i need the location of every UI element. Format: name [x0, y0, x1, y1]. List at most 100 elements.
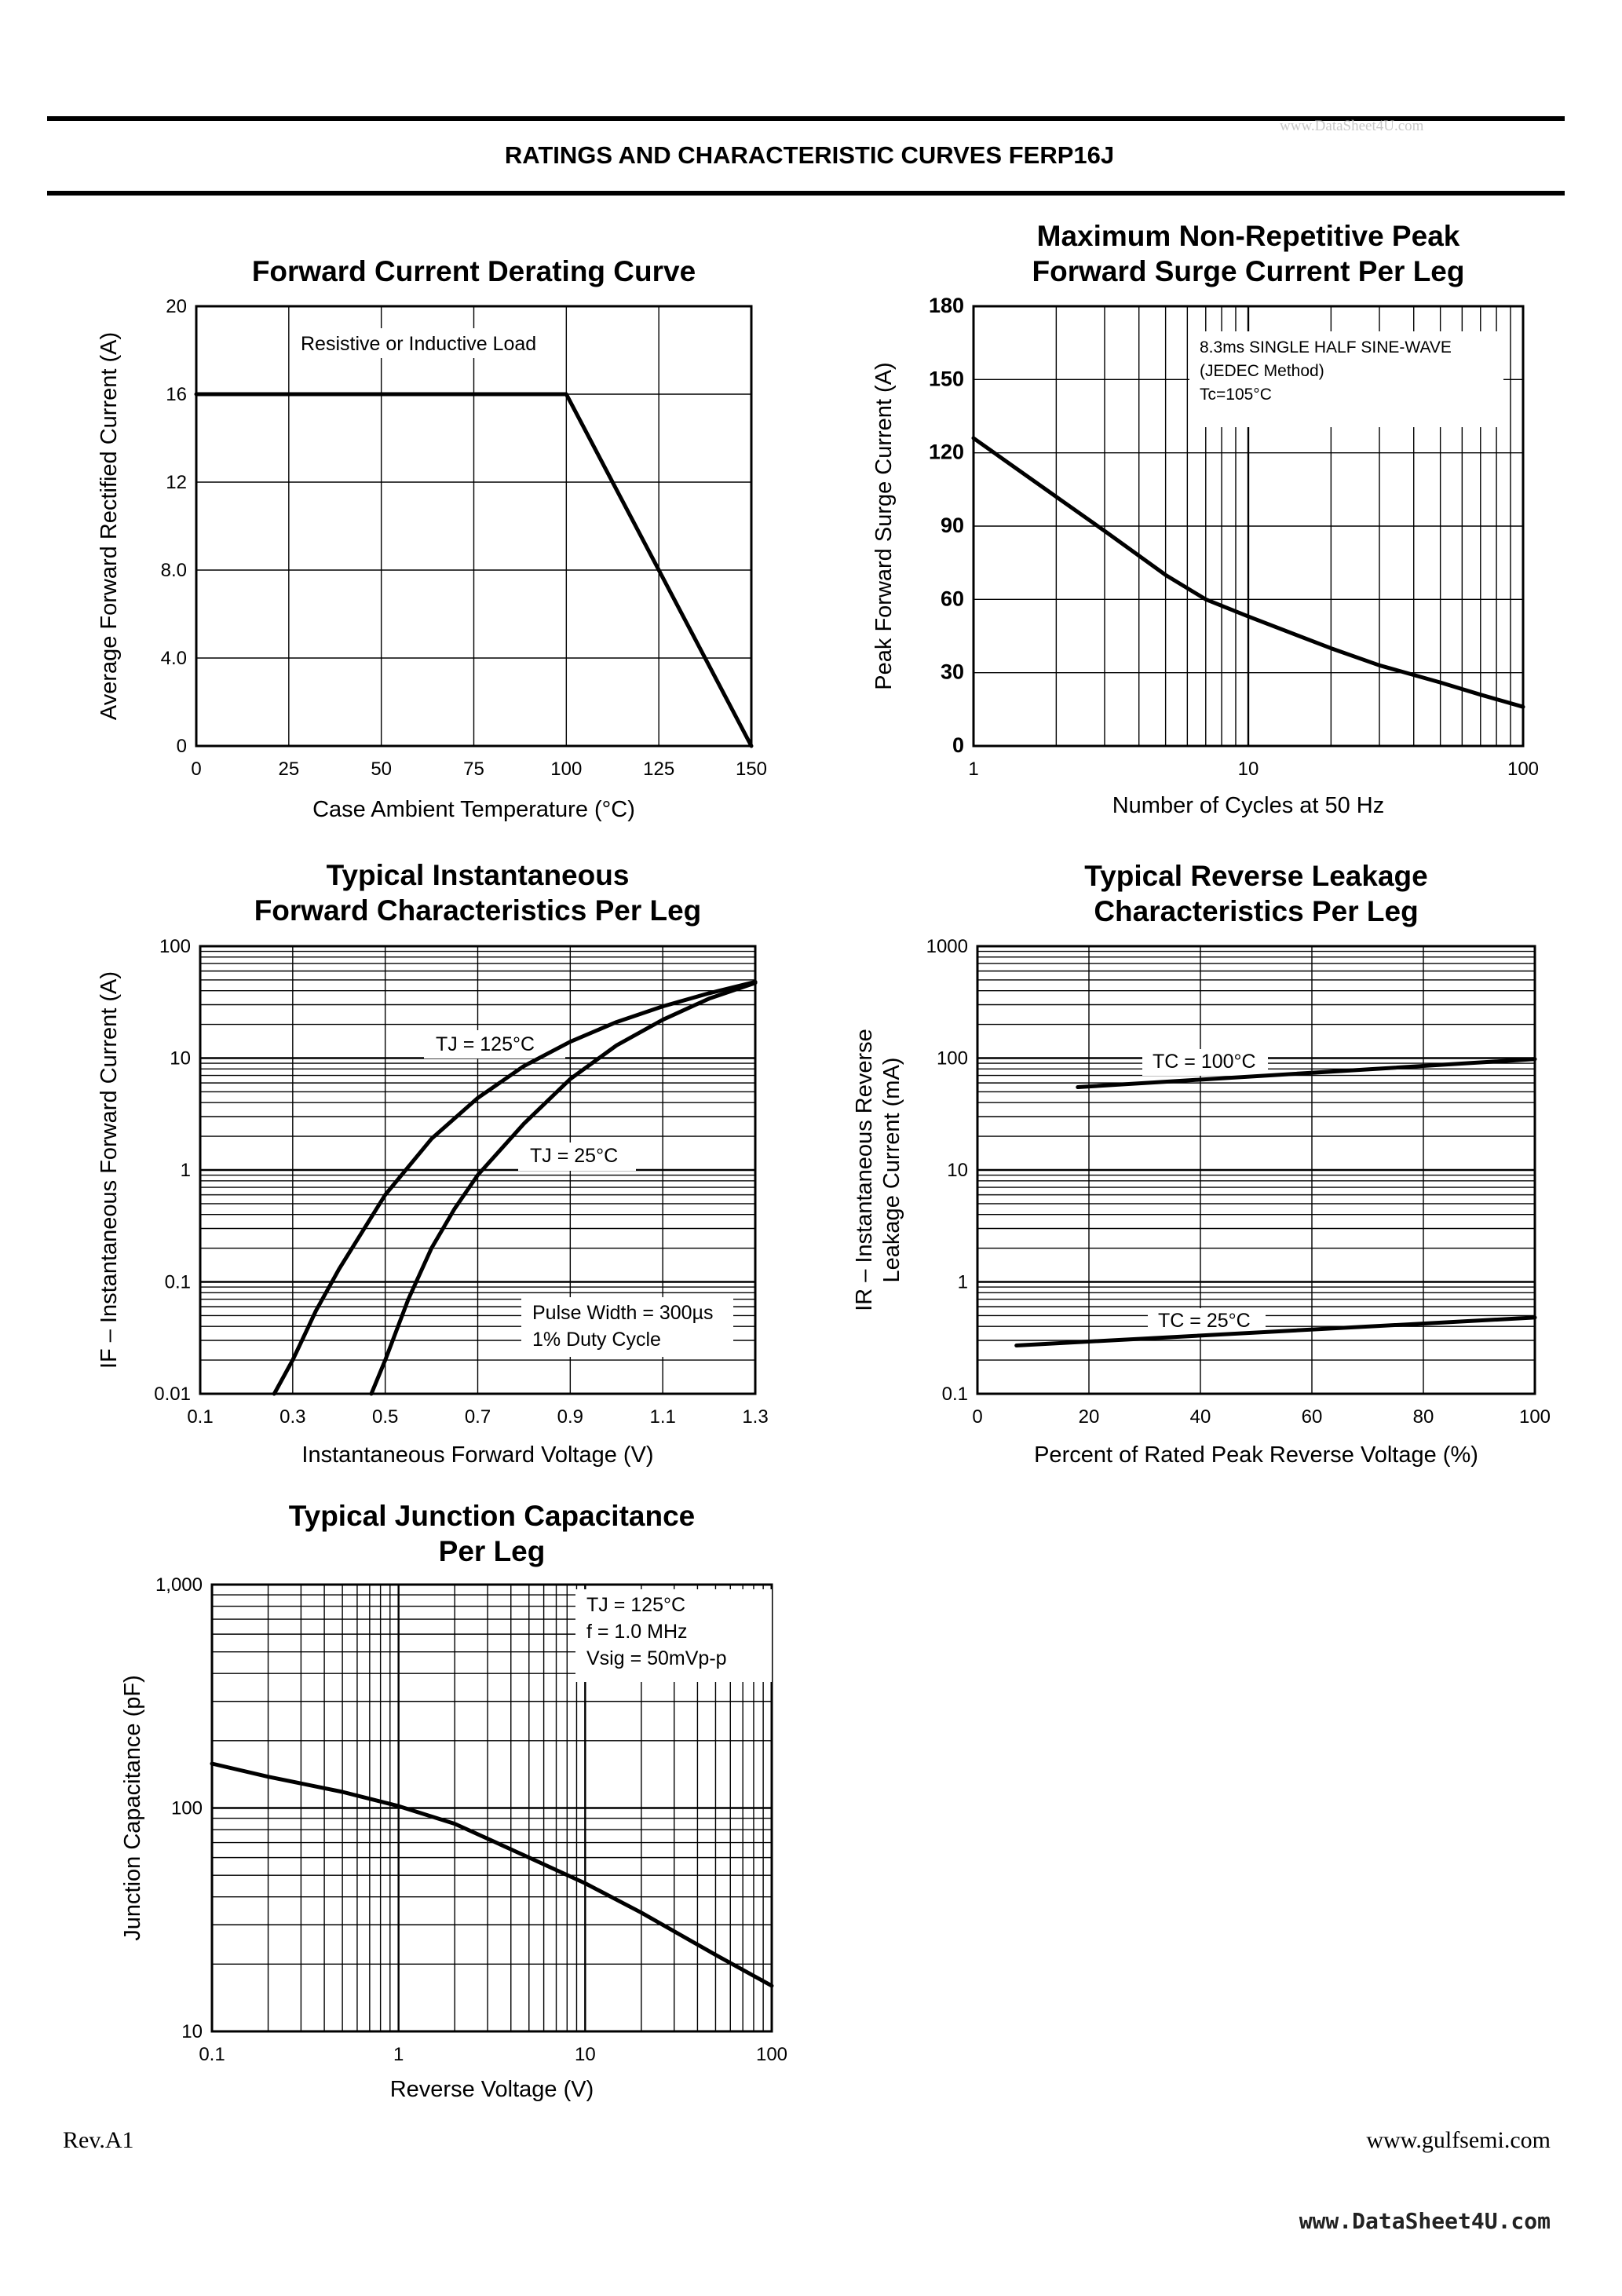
annotation: Tc=105°C — [1200, 386, 1272, 404]
y-tick-label: 1 — [181, 1160, 191, 1181]
x-tick-label: 0.7 — [465, 1406, 491, 1428]
x-tick-label: 25 — [278, 759, 299, 780]
annotation-box — [521, 1297, 733, 1357]
x-tick-label: 40 — [1190, 1406, 1211, 1428]
y-axis-label: IF – Instantaneous Forward Current (A) — [97, 971, 122, 1369]
series-line-1 — [210, 1761, 774, 1988]
chart-title: Typical Junction Capacitance — [289, 1500, 695, 1532]
annotation: 8.3ms SINGLE HALF SINE-WAVE — [1200, 338, 1452, 356]
y-axis-label: Average Forward Rectified Current (A) — [97, 332, 122, 720]
y-tick-label: 1000 — [926, 936, 968, 957]
annotation: Resistive or Inductive Load — [301, 333, 536, 355]
x-tick-label: 100 — [1519, 1406, 1551, 1428]
y-tick-label: 100 — [171, 1798, 203, 1819]
x-tick-label: 100 — [1507, 759, 1539, 780]
y-tick-label: 20 — [166, 296, 187, 317]
annotation-box — [424, 1030, 565, 1058]
x-tick-label: 0.5 — [372, 1406, 398, 1428]
footer-website: www.gulfsemi.com — [1366, 2127, 1551, 2153]
footer-watermark: www.DataSheet4U.com — [1299, 2208, 1551, 2234]
series-line-1 — [1076, 1057, 1537, 1089]
annotation: Pulse Width = 300µs — [532, 1302, 714, 1324]
x-tick-label: 1 — [968, 759, 978, 780]
y-tick-label: 150 — [929, 367, 964, 390]
y-tick-label: 8.0 — [161, 560, 187, 581]
x-axis-label: Case Ambient Temperature (°C) — [312, 797, 635, 822]
y-tick-label: 0.01 — [154, 1384, 191, 1405]
y-tick-label: 180 — [929, 294, 964, 317]
series-line-1 — [272, 979, 758, 1396]
x-tick-label: 0.3 — [279, 1406, 305, 1428]
y-tick-label: 4.0 — [161, 648, 187, 669]
x-tick-label: 20 — [1079, 1406, 1100, 1428]
x-tick-label: 0.9 — [557, 1406, 583, 1428]
y-tick-label: 90 — [941, 514, 964, 537]
chart-derating: Forward Current Derating Curve 0 25 50 75 100… — [97, 255, 767, 822]
x-tick-label: 75 — [463, 759, 484, 780]
plot-frame — [972, 305, 1525, 748]
annotation-box — [1189, 331, 1503, 427]
x-tick-label: 100 — [550, 759, 582, 780]
y-tick-label: 0 — [952, 733, 964, 757]
x-tick-label: 100 — [756, 2044, 787, 2065]
x-tick-label: 0 — [972, 1406, 982, 1428]
x-tick-label: 60 — [1302, 1406, 1323, 1428]
annotation-box — [295, 328, 561, 358]
x-axis-label: Reverse Voltage (V) — [390, 2077, 594, 2102]
y-axis-label: Junction Capacitance (pF) — [120, 1675, 145, 1941]
y-tick-label: 0.1 — [165, 1272, 191, 1293]
y-tick-label: 1 — [958, 1272, 968, 1293]
plot-frame — [199, 945, 757, 1395]
y-tick-label: 100 — [937, 1048, 968, 1069]
annotation: f = 1.0 MHz — [586, 1621, 688, 1643]
footer-rev: Rev.A1 — [63, 2127, 134, 2153]
plot-frame — [210, 1583, 773, 2033]
y-tick-label: 0 — [177, 736, 187, 757]
x-tick-label: 50 — [371, 759, 392, 780]
annotation: Vsig = 50mVp-p — [586, 1647, 727, 1669]
chart-title: Typical Reverse Leakage — [1084, 860, 1427, 892]
y-tick-label: 16 — [166, 384, 187, 405]
annotation: TJ = 25°C — [530, 1145, 618, 1167]
y-tick-label: 120 — [929, 441, 964, 464]
plot-frame — [976, 945, 1536, 1395]
y-tick-label: 10 — [170, 1048, 191, 1069]
series-line-1 — [194, 392, 754, 748]
x-tick-label: 0 — [191, 759, 201, 780]
series-line-2 — [369, 981, 758, 1396]
y-tick-label: 10 — [181, 2021, 203, 2042]
x-tick-label: 0.1 — [199, 2044, 225, 2065]
y-axis-label: Leakage Current (mA) — [879, 1058, 904, 1283]
x-tick-label: 1.1 — [649, 1406, 675, 1428]
x-axis-label: Percent of Rated Peak Reverse Voltage (%… — [1034, 1442, 1478, 1468]
chart-title: Maximum Non-Repetitive Peak — [1037, 220, 1460, 252]
y-tick-label: 12 — [166, 472, 187, 493]
series-line-2 — [1014, 1315, 1537, 1347]
annotation-box — [1142, 1049, 1268, 1076]
x-tick-label: 125 — [643, 759, 674, 780]
y-tick-label: 100 — [159, 936, 191, 957]
x-tick-label: 1 — [393, 2044, 404, 2065]
y-tick-label: 10 — [947, 1160, 968, 1181]
plot-frame — [195, 305, 753, 748]
annotation: TJ = 125°C — [586, 1594, 685, 1616]
x-tick-label: 150 — [736, 759, 767, 780]
chart-title: Per Leg — [439, 1535, 546, 1567]
chart-title: Forward Characteristics Per Leg — [254, 894, 702, 927]
chart-title: Characteristics Per Leg — [1094, 895, 1418, 927]
annotation: TC = 25°C — [1158, 1310, 1251, 1332]
y-tick-label: 30 — [941, 660, 964, 684]
y-tick-label: 0.1 — [942, 1384, 968, 1405]
x-tick-label: 1.3 — [742, 1406, 768, 1428]
annotation: (JEDEC Method) — [1200, 362, 1324, 380]
y-axis-label: Peak Forward Surge Current (A) — [871, 362, 897, 689]
x-tick-label: 80 — [1413, 1406, 1434, 1428]
y-tick-label: 60 — [941, 587, 964, 610]
annotation: 1% Duty Cycle — [532, 1329, 661, 1351]
y-tick-label: 1,000 — [155, 1574, 203, 1596]
chart-title: Forward Surge Current Per Leg — [1032, 255, 1465, 287]
x-tick-label: 10 — [1238, 759, 1259, 780]
